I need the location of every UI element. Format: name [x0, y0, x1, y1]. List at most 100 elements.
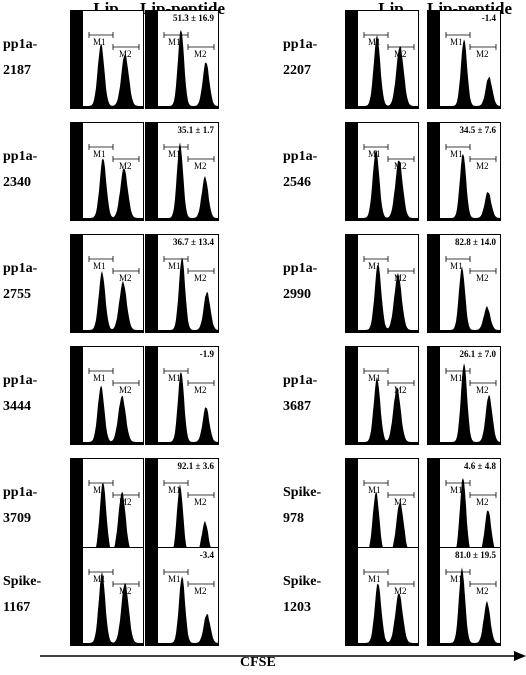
- row-label-line1: pp1a-: [3, 485, 38, 500]
- gate-m2-label: M2: [119, 161, 132, 171]
- histogram-panel-lip: M1 M2: [345, 122, 419, 221]
- gate-m2-label: M2: [476, 161, 489, 171]
- percent-value-label: -1.9: [199, 349, 214, 359]
- gate-m2-bar: [469, 44, 497, 50]
- gate-m1-bar: [445, 144, 471, 150]
- gate-m2-bar: [387, 268, 415, 274]
- gate-m1-bar: [445, 256, 471, 262]
- gate-m1-label: M1: [450, 373, 463, 383]
- percent-value-label: 35.1 ± 1.7: [177, 125, 214, 135]
- row-label: Spike- 978: [283, 480, 321, 532]
- histogram-bars: [428, 459, 500, 556]
- gate-m1-bar: [163, 368, 189, 374]
- histogram-panel-lip: M1 M2: [70, 122, 144, 221]
- row-label: pp1a- 2207: [283, 32, 317, 84]
- gate-m1-bar: [88, 144, 114, 150]
- gate-m1-label: M1: [168, 37, 181, 47]
- row-label: pp1a- 2340: [3, 144, 37, 196]
- histogram-plot: [428, 459, 500, 556]
- gate-m2-bar: [187, 380, 215, 386]
- histogram-panel-lip: M1 M2: [345, 547, 419, 646]
- gate-m1-label: M1: [368, 373, 381, 383]
- histogram-bars: [146, 235, 218, 332]
- x-axis-label: CFSE: [240, 655, 276, 670]
- gate-m1-bar: [363, 480, 389, 486]
- histogram-plot: [146, 459, 218, 556]
- histogram-bars: [346, 459, 418, 556]
- gate-m1-label: M1: [168, 261, 181, 271]
- gate-m1-bar: [88, 256, 114, 262]
- histogram-plot: [346, 11, 418, 108]
- gate-m1-label: M1: [368, 149, 381, 159]
- gate-m1-label: M1: [450, 574, 463, 584]
- gate-m1-bar: [163, 144, 189, 150]
- gate-m2-label: M2: [119, 497, 132, 507]
- histogram-panel-pep: M1 M2 51.3 ± 16.9: [145, 10, 219, 109]
- gate-m2-label: M2: [194, 273, 207, 283]
- histogram-plot: [146, 123, 218, 220]
- gate-m2-label: M2: [394, 385, 407, 395]
- gate-m2-label: M2: [394, 586, 407, 596]
- gate-m1-bar: [88, 368, 114, 374]
- histogram-plot: [428, 11, 500, 108]
- row-label: pp1a- 3709: [3, 480, 37, 532]
- histogram-plot: [71, 548, 143, 645]
- gate-m1-bar: [363, 144, 389, 150]
- gate-m1-label: M1: [93, 485, 106, 495]
- gate-m1-label: M1: [368, 485, 381, 495]
- histogram-plot: [146, 347, 218, 444]
- gate-m2-label: M2: [119, 49, 132, 59]
- gate-m2-bar: [387, 44, 415, 50]
- histogram-panel-lip: M1 M2: [345, 10, 419, 109]
- gate-m1-label: M1: [93, 149, 106, 159]
- gate-m1-label: M1: [450, 261, 463, 271]
- percent-value-label: 51.3 ± 16.9: [173, 13, 214, 23]
- row-label: Spike- 1167: [3, 569, 41, 621]
- row-label-line2: 3444: [3, 399, 31, 414]
- gate-m2-label: M2: [119, 273, 132, 283]
- gate-m2-bar: [387, 156, 415, 162]
- gate-m1-bar: [163, 32, 189, 38]
- gate-m1-label: M1: [168, 574, 181, 584]
- histogram-panel-pep: M1 M2 36.7 ± 13.4: [145, 234, 219, 333]
- histogram-plot: [346, 123, 418, 220]
- percent-value-label: 82.8 ± 14.0: [455, 237, 496, 247]
- gate-m2-bar: [469, 380, 497, 386]
- row-label-line1: pp1a-: [283, 37, 318, 52]
- percent-value-label: 26.1 ± 7.0: [459, 349, 496, 359]
- histogram-bars: [428, 235, 500, 332]
- histogram-plot: [346, 235, 418, 332]
- gate-m1-bar: [445, 368, 471, 374]
- row-label-line1: pp1a-: [3, 373, 38, 388]
- gate-m2-label: M2: [119, 586, 132, 596]
- histogram-panel-pep: M1 M2 35.1 ± 1.7: [145, 122, 219, 221]
- gate-m2-label: M2: [476, 586, 489, 596]
- row-label-line2: 1203: [283, 600, 311, 615]
- gate-m2-label: M2: [119, 385, 132, 395]
- histogram-panel-pep: M1 M2 -3.4: [145, 547, 219, 646]
- row-label: pp1a- 3444: [3, 368, 37, 420]
- histogram-panel-pep: M1 M2 92.1 ± 3.6: [145, 458, 219, 557]
- gate-m2-bar: [112, 156, 140, 162]
- gate-m2-label: M2: [476, 497, 489, 507]
- gate-m2-bar: [469, 492, 497, 498]
- gate-m2-bar: [112, 492, 140, 498]
- gate-m2-label: M2: [394, 273, 407, 283]
- histogram-plot: [71, 123, 143, 220]
- histogram-bars: [428, 11, 500, 108]
- histogram-panel-pep: M1 M2 34.5 ± 7.6: [427, 122, 501, 221]
- gate-m2-label: M2: [194, 49, 207, 59]
- gate-m2-label: M2: [194, 161, 207, 171]
- row-label: pp1a- 3687: [283, 368, 317, 420]
- row-label-line2: 2340: [3, 175, 31, 190]
- histogram-plot: [146, 11, 218, 108]
- histogram-plot: [71, 459, 143, 556]
- histogram-bars: [146, 11, 218, 108]
- gate-m1-bar: [88, 480, 114, 486]
- histogram-bars: [346, 347, 418, 444]
- gate-m1-label: M1: [450, 37, 463, 47]
- percent-value-label: 36.7 ± 13.4: [173, 237, 214, 247]
- percent-value-label: 81.0 ± 19.5: [455, 550, 496, 560]
- gate-m1-bar: [363, 32, 389, 38]
- gate-m1-bar: [445, 569, 471, 575]
